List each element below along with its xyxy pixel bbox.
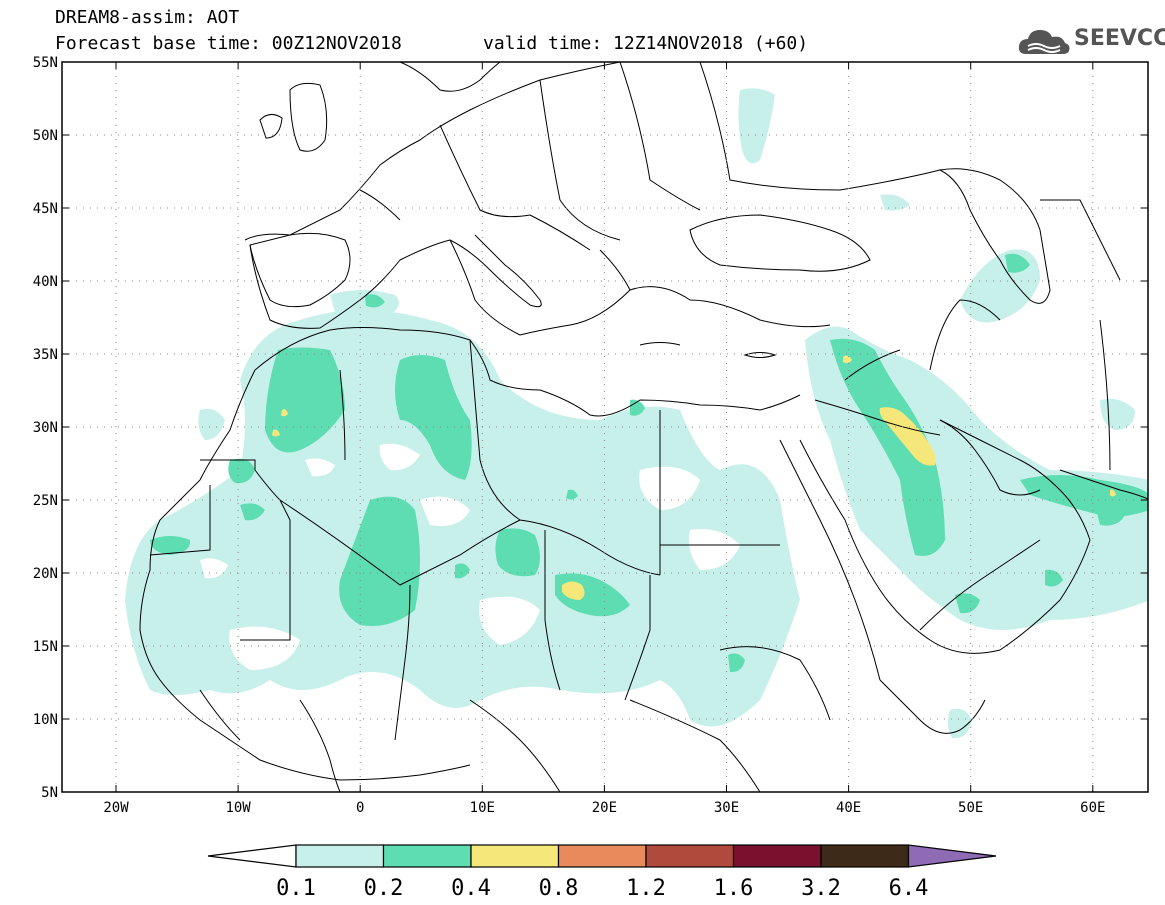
colorbar-label: 0.8 — [539, 876, 579, 901]
lon-tick-label: 60E — [1080, 800, 1105, 816]
lat-tick-label: 15N — [33, 639, 58, 655]
lon-tick-label: 40E — [836, 800, 861, 816]
colorbar-swatch — [382, 844, 472, 868]
colorbar-swatch — [732, 844, 822, 868]
aot-clear-patches — [200, 443, 740, 670]
colorbar-label: 0.4 — [451, 876, 491, 901]
colorbar-swatch — [557, 844, 647, 868]
lon-tick-label: 50E — [958, 800, 983, 816]
colorbar-label: 6.4 — [889, 876, 929, 901]
lat-tick-label: 45N — [33, 201, 58, 217]
colorbar-swatch — [295, 844, 385, 868]
lat-tick-label: 55N — [33, 55, 58, 71]
country-borders — [149, 62, 1121, 792]
lon-tick-label: 20W — [103, 800, 129, 816]
lon-tick-label: 20E — [592, 800, 617, 816]
colorbar-label: 1.2 — [626, 876, 666, 901]
coastlines — [139, 62, 1148, 781]
seevccc-logo: SEEVCCC — [1016, 24, 1165, 60]
longitude-axis: 20W 10W 0 10E 20E 30E 40E 50E 60E — [103, 62, 1105, 816]
lon-tick-label: 0 — [356, 800, 364, 816]
colorbar-label: 3.2 — [801, 876, 841, 901]
map-title: DREAM8-assim: AOT — [55, 7, 240, 28]
colorbar-swatch — [820, 844, 910, 868]
lon-tick-label: 10W — [225, 800, 251, 816]
colorbar-low-arrow — [207, 844, 297, 868]
colorbar-swatch — [645, 844, 735, 868]
lon-tick-label: 10E — [470, 800, 495, 816]
cloud-icon — [1018, 30, 1070, 54]
valid-time: valid time: 12Z14NOV2018 (+60) — [483, 33, 809, 54]
lat-tick-label: 25N — [33, 493, 58, 509]
lat-tick-label: 40N — [33, 274, 58, 290]
colorbar-label: 0.2 — [364, 876, 404, 901]
lat-tick-label: 30N — [33, 420, 58, 436]
logo-text: SEEVCCC — [1074, 26, 1165, 51]
lat-tick-label: 50N — [33, 128, 58, 144]
colorbar: 0.1 0.2 0.4 0.8 1.2 1.6 3.2 6.4 — [207, 844, 997, 901]
lon-tick-label: 30E — [714, 800, 739, 816]
lat-tick-label: 35N — [33, 347, 58, 363]
colorbar-label: 1.6 — [714, 876, 754, 901]
latitude-axis: 55N 50N 45N 40N 35N 30N 25N 20N 15N 10N 5N — [33, 55, 1148, 801]
aot-high-contour — [272, 355, 1116, 600]
forecast-base-time: Forecast base time: 00Z12NOV2018 — [55, 33, 402, 54]
gridlines — [62, 62, 1148, 792]
aot-medium-contour — [150, 253, 1148, 673]
lat-tick-label: 20N — [33, 566, 58, 582]
aot-field — [125, 62, 1148, 792]
lat-tick-label: 5N — [41, 785, 58, 801]
colorbar-label: 0.1 — [276, 876, 316, 901]
colorbar-swatch — [470, 844, 560, 868]
colorbar-high-arrow — [907, 844, 997, 868]
lat-tick-label: 10N — [33, 712, 58, 728]
